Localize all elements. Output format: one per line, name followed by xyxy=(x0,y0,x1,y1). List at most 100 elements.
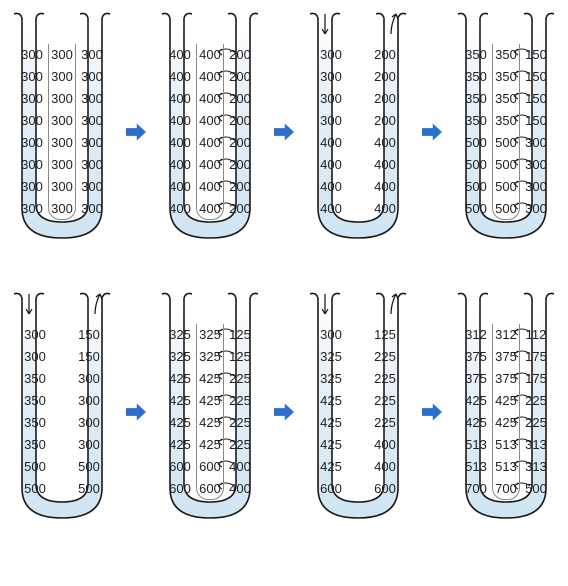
value-cell: 500 xyxy=(522,478,550,500)
value-cell: 400 xyxy=(317,176,345,198)
value-cell: 312 xyxy=(462,324,490,346)
value-cell: 175 xyxy=(522,368,550,390)
u-tube: 3253254254254254256006003253254254254254… xyxy=(156,292,264,532)
value-cell: 300 xyxy=(18,110,46,132)
value-cell: 300 xyxy=(522,176,550,198)
value-cell: 400 xyxy=(166,198,194,220)
value-cell: 500 xyxy=(492,176,520,198)
value-cell: 400 xyxy=(166,110,194,132)
value-cell: 500 xyxy=(462,154,490,176)
value-cell: 425 xyxy=(166,412,194,434)
value-cell: 300 xyxy=(48,132,76,154)
value-cell: 200 xyxy=(226,66,254,88)
tube-values: 4004004004004004004004004004004004004004… xyxy=(156,44,264,220)
value-cell: 600 xyxy=(166,478,194,500)
value-cell: 300 xyxy=(48,44,76,66)
value-cell: 400 xyxy=(196,66,224,88)
value-cell: 500 xyxy=(492,132,520,154)
value-cell: 400 xyxy=(196,132,224,154)
value-cell: 150 xyxy=(522,88,550,110)
tube-values: 3003003003004004004004002002002002004004… xyxy=(304,44,412,220)
value-cell: 300 xyxy=(317,324,345,346)
value-cell: 200 xyxy=(226,198,254,220)
value-cell: 225 xyxy=(371,412,399,434)
sequence-arrow xyxy=(274,397,294,427)
value-cell: 300 xyxy=(18,44,46,66)
value-cell: 112 xyxy=(522,324,550,346)
value-cell: 400 xyxy=(371,176,399,198)
value-cell: 150 xyxy=(75,346,103,368)
value-cell: 500 xyxy=(462,132,490,154)
value-cell: 500 xyxy=(21,478,49,500)
value-cell: 600 xyxy=(166,456,194,478)
value-cell: 313 xyxy=(522,434,550,456)
value-cell: 313 xyxy=(522,456,550,478)
value-cell: 400 xyxy=(371,434,399,456)
sequence-arrow xyxy=(126,117,146,147)
value-cell: 350 xyxy=(492,110,520,132)
value-cell: 375 xyxy=(492,368,520,390)
diagram-row: 3003003503503503505005001501503003003003… xyxy=(8,292,560,532)
value-cell: 300 xyxy=(522,154,550,176)
value-cell: 300 xyxy=(18,154,46,176)
value-cell: 300 xyxy=(18,176,46,198)
value-cell: 300 xyxy=(48,198,76,220)
value-cell: 513 xyxy=(462,456,490,478)
value-cell: 225 xyxy=(371,368,399,390)
value-cell: 350 xyxy=(21,368,49,390)
value-cell: 325 xyxy=(196,346,224,368)
value-cell: 300 xyxy=(78,132,106,154)
value-cell: 425 xyxy=(196,412,224,434)
value-cell: 150 xyxy=(75,324,103,346)
value-cell: 400 xyxy=(166,88,194,110)
tube-values: 3253254254254254256006003253254254254254… xyxy=(156,324,264,500)
sequence-arrow xyxy=(422,397,442,427)
value-cell: 225 xyxy=(226,390,254,412)
value-cell: 125 xyxy=(371,324,399,346)
value-cell: 350 xyxy=(21,434,49,456)
value-cell: 425 xyxy=(166,390,194,412)
value-cell: 700 xyxy=(462,478,490,500)
value-cell: 150 xyxy=(522,44,550,66)
value-cell: 350 xyxy=(21,390,49,412)
value-cell: 200 xyxy=(226,176,254,198)
value-cell: 425 xyxy=(462,390,490,412)
value-cell: 300 xyxy=(78,88,106,110)
value-cell: 513 xyxy=(462,434,490,456)
value-cell: 700 xyxy=(492,478,520,500)
value-cell: 200 xyxy=(371,44,399,66)
value-cell: 300 xyxy=(18,198,46,220)
value-cell: 300 xyxy=(18,66,46,88)
value-cell: 400 xyxy=(166,132,194,154)
value-cell: 375 xyxy=(492,346,520,368)
value-cell: 500 xyxy=(21,456,49,478)
value-cell: 500 xyxy=(492,198,520,220)
value-cell: 225 xyxy=(522,390,550,412)
value-cell: 425 xyxy=(196,434,224,456)
value-cell: 225 xyxy=(371,346,399,368)
value-cell: 350 xyxy=(492,44,520,66)
value-cell: 225 xyxy=(226,434,254,456)
value-cell: 200 xyxy=(226,110,254,132)
value-cell: 200 xyxy=(371,88,399,110)
value-cell: 300 xyxy=(48,154,76,176)
value-cell: 425 xyxy=(317,456,345,478)
value-cell: 425 xyxy=(166,368,194,390)
value-cell: 425 xyxy=(196,368,224,390)
value-cell: 400 xyxy=(166,154,194,176)
value-cell: 400 xyxy=(166,66,194,88)
value-cell: 600 xyxy=(196,456,224,478)
value-cell: 200 xyxy=(226,44,254,66)
value-cell: 425 xyxy=(317,434,345,456)
value-cell: 325 xyxy=(196,324,224,346)
value-cell: 125 xyxy=(226,324,254,346)
value-cell: 600 xyxy=(317,478,345,500)
value-cell: 325 xyxy=(317,368,345,390)
value-cell: 425 xyxy=(317,390,345,412)
value-cell: 400 xyxy=(371,154,399,176)
value-cell: 175 xyxy=(522,346,550,368)
value-cell: 350 xyxy=(462,66,490,88)
value-cell: 200 xyxy=(371,110,399,132)
value-cell: 300 xyxy=(75,368,103,390)
value-cell: 400 xyxy=(226,456,254,478)
